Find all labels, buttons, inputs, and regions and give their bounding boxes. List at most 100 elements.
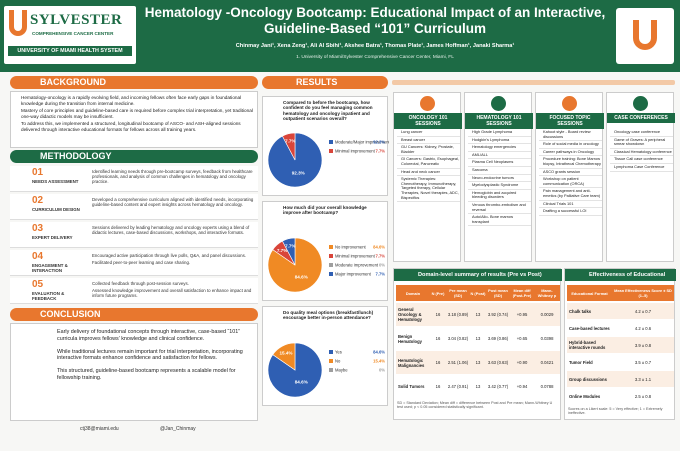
session-title: HEMATOLOGY 101 SESSIONS xyxy=(465,113,533,129)
table-cell: 13 xyxy=(475,312,481,317)
session-item: Oncology case conference xyxy=(610,129,673,137)
legend-swatch xyxy=(329,263,333,267)
table-card: Domain-level summary of results (Pre vs … xyxy=(393,268,562,420)
step-title: EXPERT DELIVERY xyxy=(32,235,73,240)
table-row: Chalk talks 4.2 ± 0.7 xyxy=(567,303,674,319)
table-header-row: Domain N (Pre) Pre mean (SD) N (Post) Post m… xyxy=(396,285,560,301)
legend-value: 15.4% xyxy=(373,359,385,364)
table-header-cell: Domain xyxy=(405,290,421,296)
session-item: Drafting a successful LOI xyxy=(539,208,602,216)
legend-swatch xyxy=(329,359,333,363)
poster-title: Hematology -Oncology Bootcamp: Education… xyxy=(144,5,606,36)
table-cell: 16 xyxy=(435,336,441,341)
step-title: ENGAGEMENT & INTERACTION xyxy=(32,263,68,273)
table-cell: 13 xyxy=(475,360,481,365)
step-title: NEEDS ASSESSMENT xyxy=(32,179,79,184)
table-header-row: Educational Format Mean Effectiveness Sco… xyxy=(567,285,674,301)
session-title: ONCOLOGY 101 SESSIONS xyxy=(394,113,462,129)
table-cell: 0.0398 xyxy=(540,336,554,341)
session-box: HEMATOLOGY 101 SESSIONS High Grade Lympho… xyxy=(464,92,533,262)
legend-label: No xyxy=(335,359,341,364)
session-icon xyxy=(562,96,577,111)
table-cell: General Oncology & Hematology xyxy=(398,307,422,322)
step-description: Collected feedback through post-session … xyxy=(86,281,254,301)
table-cell: Case-based lectures xyxy=(569,325,610,331)
slice-label: 92.3% xyxy=(292,171,305,176)
legend-value: 84.6% xyxy=(373,350,385,355)
pie-question: How much did your overall knowledge impr… xyxy=(283,205,367,216)
pie-question: Compared to before the bootcamp, how con… xyxy=(283,100,373,122)
table-row: Tumor Field 3.5 ± 0.7 xyxy=(567,354,674,370)
table-card: Effectiveness of Educational FormatsEduc… xyxy=(564,268,676,420)
table-note: SD = Standard Deviation; Mean diff = dif… xyxy=(397,401,553,410)
table-cell: Group discussions xyxy=(569,376,607,382)
bullet: This structured, guideline-based bootcam… xyxy=(57,368,236,381)
legend-label: Major improvement xyxy=(335,272,372,277)
table-cell: 3.63 (0.63) xyxy=(487,360,509,365)
session-item: Sarcoma xyxy=(468,167,531,175)
bullet: Facilitated peer-to-peer learning and ca… xyxy=(92,260,191,266)
session-list: Lung cancer Breast cancer GU Cancers: Kidn… xyxy=(397,129,460,203)
legend-value: 92.3% xyxy=(373,140,385,145)
session-item: Tissue Call case conference xyxy=(610,156,673,164)
table-note: Scores on a Likert scale: 5 = Very effec… xyxy=(568,407,663,416)
results-heading: RESULTS xyxy=(262,76,388,89)
legend-value: 0% xyxy=(379,368,385,373)
table-cell: Hematologic Malignancies xyxy=(398,357,425,368)
session-item: Procedure training: Bone Marrow biopsy, … xyxy=(539,156,602,169)
pie-chart: 84.6% Yes 84.6% 15.4% No 15.4% Maybe 0% xyxy=(267,342,385,398)
table-cell: 0.0029 xyxy=(540,312,554,317)
table-cell: 13 xyxy=(475,336,481,341)
legend-swatch xyxy=(329,254,333,258)
session-item: ASCO grants session xyxy=(539,169,602,177)
bullet: To address this, we implemented a struct… xyxy=(21,121,241,132)
session-item: AML/ALL xyxy=(468,152,531,160)
pie-slice xyxy=(282,237,296,266)
method-step: 03 EXPERT DELIVERY Sessions delivered by l… xyxy=(10,222,258,248)
table-header-cell: Mean diff (Post-Pre) xyxy=(512,288,532,298)
legend-label: Minimal improvement xyxy=(335,254,376,259)
slice-label: 7.7% xyxy=(277,248,287,253)
legend-label: No improvement xyxy=(335,245,367,250)
background-box: Hematology-oncology is a rapidly evolvin… xyxy=(10,91,258,148)
bullet: Early delivery of foundational concepts … xyxy=(57,329,241,342)
step-description: Encouraged active participation through … xyxy=(86,253,254,267)
table-cell: 3.04 (0.82) xyxy=(447,336,469,341)
method-step: 01 NEEDS ASSESSMENT Identified learning ne… xyxy=(10,166,258,192)
contact-email: ctj38@miami.edu xyxy=(80,426,119,432)
header: SYLVESTER COMPREHENSIVE CANCER CENTER UNIV… xyxy=(0,0,680,72)
table-cell: 3.18 (0.89) xyxy=(447,312,469,317)
partner-logo-mark xyxy=(633,20,657,50)
section-heading: METHODOLOGY xyxy=(10,150,258,163)
logo-mark xyxy=(9,10,27,36)
table-cell: Solid Tumors xyxy=(398,384,425,389)
session-icon xyxy=(491,96,506,111)
legend-value: 7.7% xyxy=(375,149,385,154)
step-description: Identified learning needs through pre-bo… xyxy=(86,169,254,187)
table-header-cell: Mean Effectiveness Score ± SD (1–5) xyxy=(614,288,672,298)
table-row: Case-based lectures 4.2 ± 0.6 xyxy=(567,320,674,336)
legend-swatch xyxy=(329,368,333,372)
pie-slice xyxy=(272,342,296,371)
pie-chart: 84.6%No improvement 84.6%7.7%Minimal impr… xyxy=(267,237,385,293)
legend-label: Maybe xyxy=(335,368,348,373)
legend-swatch xyxy=(329,140,333,144)
table-cell: 2.47 (0.91) xyxy=(447,384,469,389)
session-item: Lung cancer xyxy=(397,129,460,137)
affiliation: 1. University of Miami/Sylvester Compreh… xyxy=(296,55,454,60)
table-cell: 0.0421 xyxy=(540,360,554,365)
pie-card: Do quality meal options (breakfast/lunch… xyxy=(262,306,388,406)
table-row: Group discussions 3.3 ± 1.1 xyxy=(567,371,674,387)
table-cell: 4.2 ± 0.6 xyxy=(634,325,652,331)
step-number: 02 xyxy=(32,195,44,206)
step-number: 01 xyxy=(32,167,44,178)
table-cell: 16 xyxy=(435,312,441,317)
contact-handle: @Jan_Chinmay xyxy=(160,426,196,432)
legend-value: 0% xyxy=(379,263,385,268)
table-title: Domain-level summary of results (Pre vs … xyxy=(394,269,562,281)
table-row: General Oncology & Hematology 16 3.18 (0.8… xyxy=(396,303,560,326)
bullet: Sessions delivered by leading hematology… xyxy=(92,225,250,236)
session-item: Workshop on patient communication (ORCA) xyxy=(539,176,602,189)
table-row: Hybrid-based interactive rounds 3.9 ± 0.8 xyxy=(567,337,674,353)
table-cell: 2.5 ± 0.8 xyxy=(634,393,652,399)
